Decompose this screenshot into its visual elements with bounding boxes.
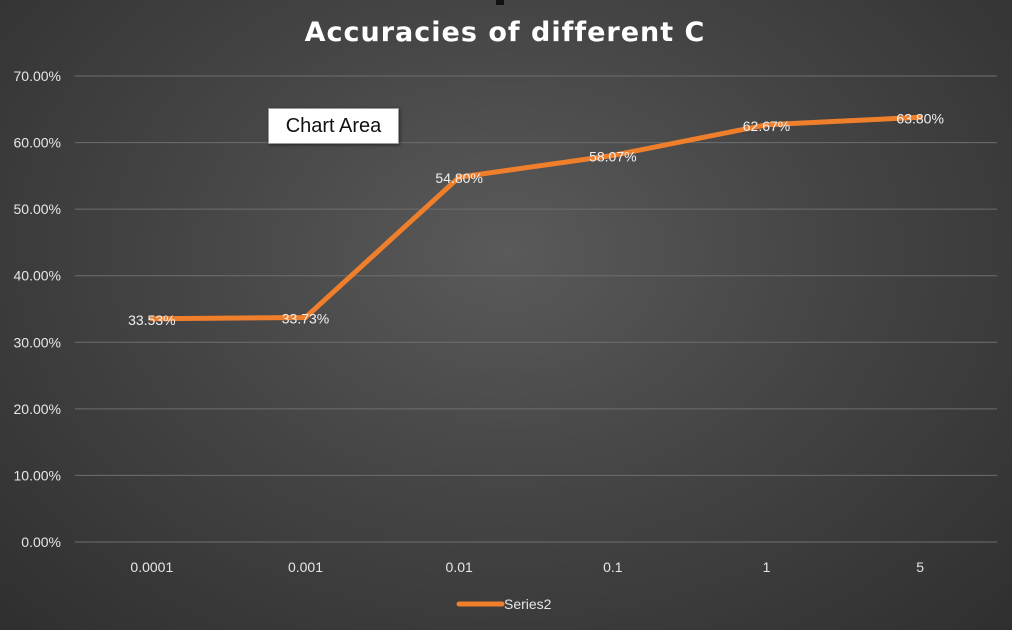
data-point[interactable]	[303, 314, 308, 320]
data-point[interactable]	[149, 316, 155, 322]
y-tick-label: 30.00%	[14, 334, 61, 350]
x-axis-ticks: 0.0001 0.001 0.01 0.1 1 5	[130, 559, 924, 575]
data-point[interactable]	[917, 114, 923, 120]
legend[interactable]: Series2	[456, 596, 552, 612]
x-tick-label: 5	[916, 559, 924, 575]
x-tick-label: 1	[763, 559, 771, 575]
x-tick-label: 0.001	[288, 559, 323, 575]
data-point[interactable]	[764, 122, 769, 128]
y-tick-label: 50.00%	[14, 201, 61, 217]
data-label: 54.80%	[435, 170, 482, 186]
series-line[interactable]	[149, 114, 923, 322]
data-label: 63.80%	[896, 110, 943, 126]
x-tick-label: 0.1	[603, 559, 623, 575]
data-label: 62.67%	[743, 118, 790, 134]
plot-area[interactable]	[149, 114, 923, 322]
data-label: 33.53%	[128, 312, 175, 328]
x-tick-label: 0.0001	[130, 559, 173, 575]
y-tick-label: 0.00%	[21, 534, 61, 550]
y-tick-label: 60.00%	[14, 135, 61, 151]
cursor-marker	[496, 0, 504, 5]
grid-layer	[75, 75, 997, 543]
y-tick-label: 40.00%	[14, 268, 61, 284]
data-label: 58.07%	[589, 148, 636, 164]
data-label: 33.73%	[282, 310, 329, 326]
chart-area-tooltip: Chart Area	[268, 108, 399, 144]
chart-title: Accuracies of different C	[305, 17, 706, 48]
y-tick-label: 70.00%	[14, 68, 61, 84]
x-tick-label: 0.01	[446, 559, 473, 575]
data-point[interactable]	[610, 152, 616, 158]
y-axis-ticks: 0.00% 10.00% 20.00% 30.00% 40.00% 50.00% 60.00…	[14, 68, 61, 550]
data-labels: 33.53% 33.73% 54.80% 58.07% 62.67% 63.80%	[128, 110, 944, 328]
legend-label: Series2	[504, 596, 552, 612]
data-point[interactable]	[456, 174, 462, 180]
y-tick-label: 10.00%	[14, 467, 61, 483]
y-tick-label: 20.00%	[14, 401, 61, 417]
